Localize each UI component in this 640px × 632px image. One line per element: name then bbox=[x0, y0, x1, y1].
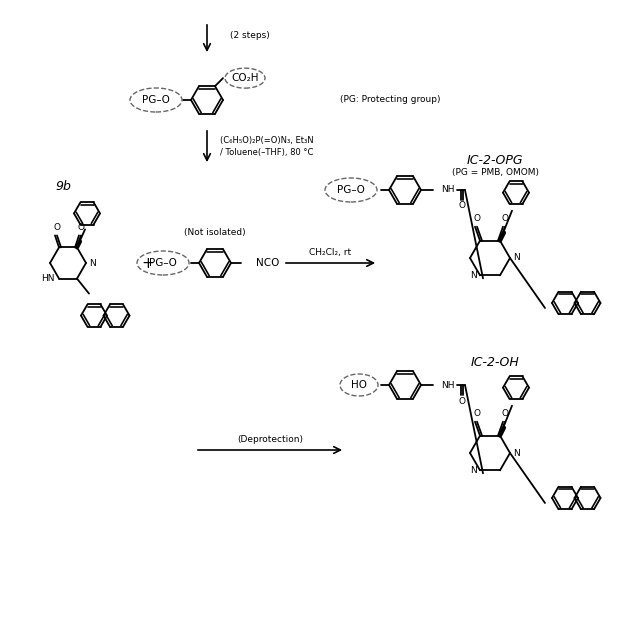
Text: N: N bbox=[89, 258, 96, 267]
Text: O: O bbox=[77, 223, 84, 232]
Text: PG–O: PG–O bbox=[142, 95, 170, 105]
Text: IC-2-OPG: IC-2-OPG bbox=[467, 154, 524, 166]
Text: NCO: NCO bbox=[256, 258, 280, 268]
Text: (PG: Protecting group): (PG: Protecting group) bbox=[340, 95, 440, 104]
Text: (Not isolated): (Not isolated) bbox=[184, 229, 246, 238]
Text: O: O bbox=[502, 214, 509, 223]
Text: +: + bbox=[141, 255, 154, 270]
Text: HN: HN bbox=[42, 274, 55, 283]
Text: CH₂Cl₂, rt: CH₂Cl₂, rt bbox=[309, 248, 351, 257]
Text: (PG = PMB, OMOM): (PG = PMB, OMOM) bbox=[451, 169, 538, 178]
Text: CO₂H: CO₂H bbox=[231, 73, 259, 83]
Text: N: N bbox=[470, 271, 477, 280]
Text: O: O bbox=[54, 223, 61, 232]
Text: IC-2-OH: IC-2-OH bbox=[470, 356, 520, 370]
Text: O: O bbox=[474, 409, 481, 418]
Text: / Toluene(–THF), 80 °C: / Toluene(–THF), 80 °C bbox=[220, 149, 314, 157]
Text: O: O bbox=[458, 202, 465, 210]
Text: O: O bbox=[502, 409, 509, 418]
Text: (2 steps): (2 steps) bbox=[230, 32, 269, 40]
Text: N: N bbox=[513, 253, 520, 262]
Text: N: N bbox=[470, 466, 477, 475]
Text: 9b: 9b bbox=[55, 181, 71, 193]
Text: (C₆H₅O)₂P(=O)N₃, Et₃N: (C₆H₅O)₂P(=O)N₃, Et₃N bbox=[220, 135, 314, 145]
Text: O: O bbox=[474, 214, 481, 223]
Text: (Deprotection): (Deprotection) bbox=[237, 435, 303, 444]
Text: NH: NH bbox=[441, 186, 454, 195]
Text: PG–O: PG–O bbox=[337, 185, 365, 195]
Text: N: N bbox=[513, 449, 520, 458]
Text: HO: HO bbox=[351, 380, 367, 390]
Text: PG–O: PG–O bbox=[149, 258, 177, 268]
Text: O: O bbox=[458, 396, 465, 406]
Text: NH: NH bbox=[441, 380, 454, 389]
